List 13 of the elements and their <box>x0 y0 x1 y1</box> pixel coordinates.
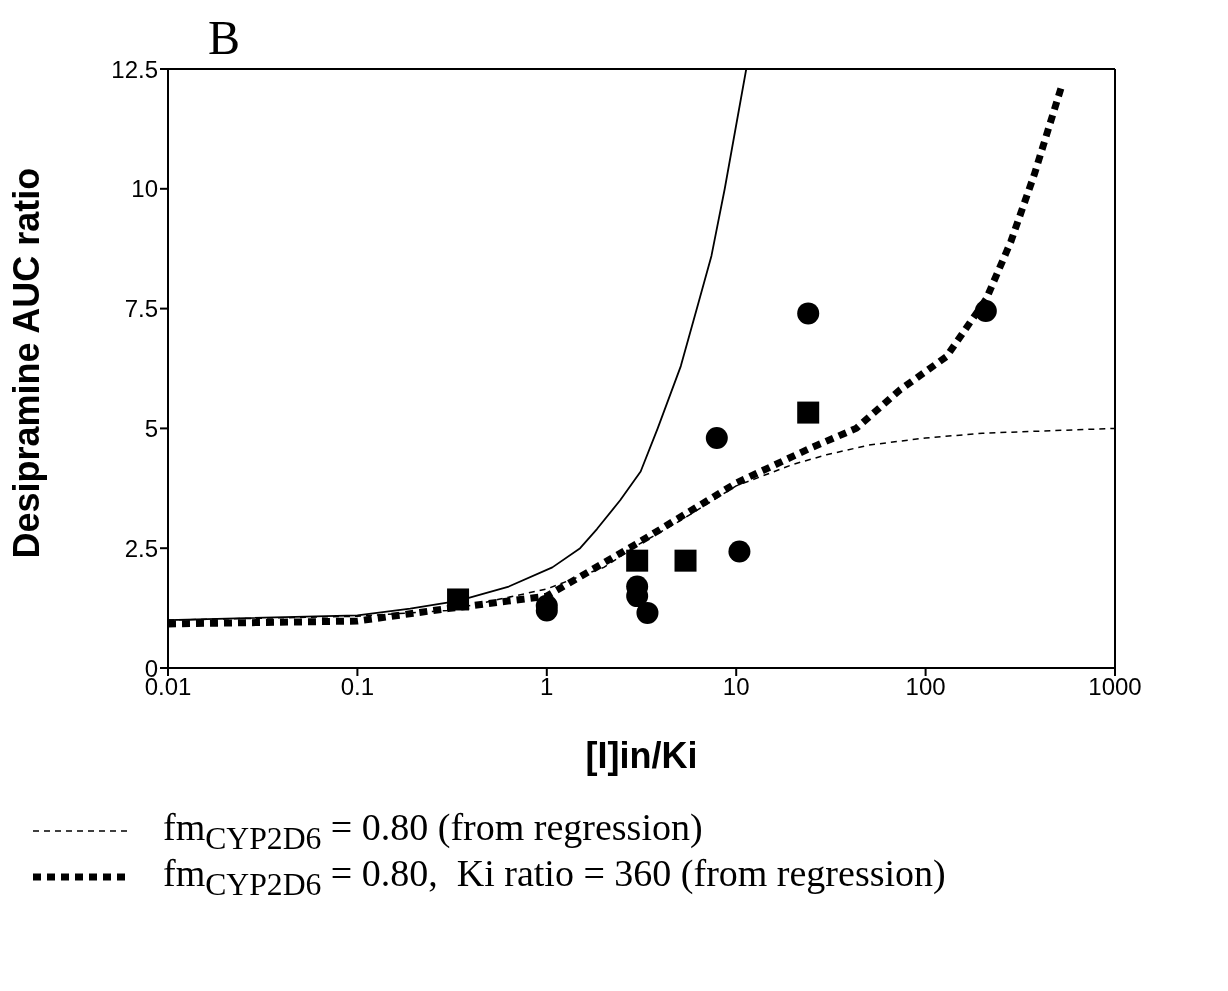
y-tick-label: 2.5 <box>124 534 158 562</box>
x-tick-label: 1 <box>540 673 554 701</box>
y-tick-label: 12.5 <box>111 55 158 83</box>
y-tick-label: 7.5 <box>124 295 158 323</box>
x-tick-label: 0.1 <box>340 673 375 701</box>
x-axis-title: [I]in/Ki <box>585 735 698 776</box>
y-tick-label: 10 <box>131 175 158 203</box>
y-axis-title: Desipramine AUC ratio <box>5 167 47 559</box>
chart-title: B <box>208 10 241 65</box>
x-tick-label: 1000 <box>1088 673 1142 701</box>
x-tick-label: 100 <box>905 673 946 701</box>
x-tick-label: 10 <box>722 673 750 701</box>
y-tick-label: 5 <box>144 414 158 442</box>
